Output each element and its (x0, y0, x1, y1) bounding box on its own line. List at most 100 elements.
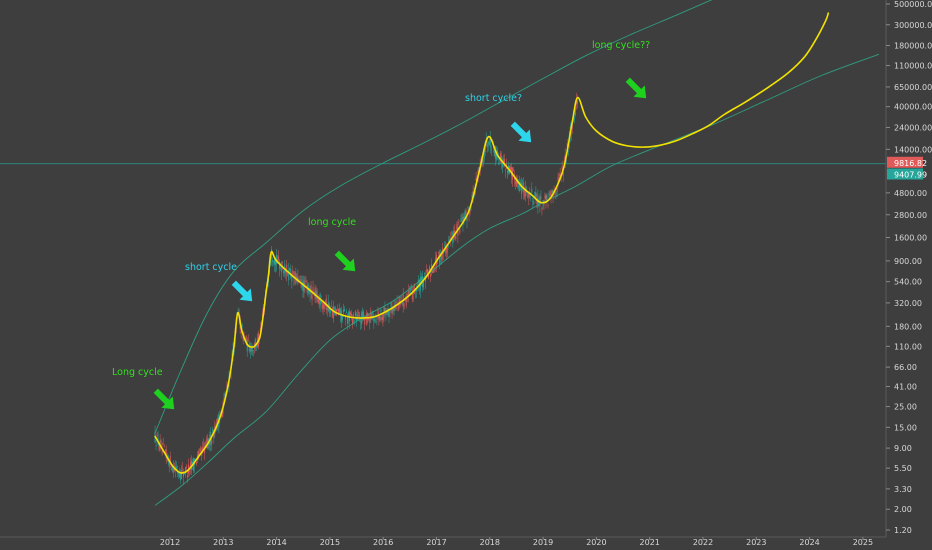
cycle-curve-layer (154, 12, 830, 474)
candle-body (576, 100, 578, 104)
candle-body (549, 191, 551, 193)
candle-body (299, 276, 301, 277)
candle-body (462, 216, 464, 225)
y-tick-label: 4800.00 (894, 189, 927, 198)
candle-body (396, 301, 398, 303)
candle-body (461, 217, 463, 219)
annotation-label: long cycle (308, 217, 356, 228)
candle-body (346, 316, 348, 324)
candle-body (369, 318, 371, 323)
candle-body (404, 299, 406, 302)
candle-body (532, 200, 534, 202)
y-axis: 500000.00 300000.00 180000.00 110000.00 6500… (885, 0, 932, 537)
candle-body (336, 309, 338, 311)
x-tick-label: 2021 (640, 538, 660, 547)
candle-body (573, 117, 575, 120)
candle-body (523, 182, 525, 192)
candle-body (292, 270, 294, 275)
candle-body (254, 338, 256, 349)
y-tick-label: 1.20 (894, 526, 912, 535)
candle-body (281, 262, 283, 273)
candle-body (542, 200, 544, 202)
candle-body (173, 468, 175, 471)
candle-body (429, 266, 431, 271)
candle-body (195, 458, 197, 460)
arrow-icon (231, 280, 253, 302)
arrow-icon (625, 77, 647, 99)
x-tick-label: 2012 (160, 538, 180, 547)
candle-body (286, 264, 288, 275)
candle-body (420, 276, 422, 281)
annotation-label: short cycle (185, 262, 237, 273)
candle-body (465, 210, 467, 214)
candle-body (423, 272, 425, 274)
candle-body (172, 465, 174, 474)
candle-body (558, 175, 560, 176)
annotation-label: Long cycle (112, 367, 163, 378)
candle-body (186, 475, 188, 478)
candle-body (528, 192, 530, 198)
candle-body (417, 279, 419, 283)
candle-body (502, 159, 504, 163)
candle-body (539, 196, 541, 206)
candle-body (355, 311, 357, 317)
y-tick-label: 2800.00 (894, 211, 927, 220)
candle-body (456, 224, 458, 230)
candle-body (381, 316, 383, 320)
candle-body (240, 332, 242, 334)
price-labels: 9816.82 9407.99 (887, 156, 927, 180)
candle-body (181, 468, 183, 469)
candle-body (345, 311, 347, 314)
candle-body (486, 144, 488, 148)
candle-body (483, 150, 485, 159)
candle-body (370, 310, 372, 320)
candle-body (302, 281, 304, 291)
arrow-shape (510, 121, 532, 143)
candle-body (565, 160, 567, 162)
candle-body (495, 150, 497, 160)
candle-body (250, 346, 252, 352)
candle-body (163, 446, 165, 448)
y-tick-label: 9.00 (894, 444, 912, 453)
candle-body (488, 141, 490, 146)
candle-body (289, 267, 291, 270)
candle-body (275, 258, 277, 265)
candle-body (184, 466, 186, 475)
x-tick-label: 2025 (853, 538, 873, 547)
candle-body (249, 348, 251, 352)
candle-body (515, 180, 517, 185)
candle-body (409, 288, 411, 292)
x-tick-label: 2014 (266, 538, 286, 547)
candle-body (313, 291, 315, 293)
candle-body (274, 258, 276, 265)
price-label-text: 9816.82 (894, 159, 927, 168)
x-tick-label: 2019 (533, 538, 553, 547)
candle-body (241, 325, 243, 327)
x-tick-label: 2024 (799, 538, 819, 547)
candle-body (339, 308, 341, 316)
candle-body (170, 469, 172, 470)
candle-body (341, 314, 343, 320)
candle-body (397, 304, 399, 311)
candle-body (168, 459, 170, 468)
candle-body (516, 178, 518, 187)
candle-body (343, 309, 345, 311)
candle-body (203, 444, 205, 446)
candle-body (331, 308, 333, 317)
y-tick-label: 110.00 (894, 342, 922, 351)
candle-body (489, 136, 491, 149)
candle-body (338, 307, 340, 314)
candle-body (504, 170, 506, 172)
candle-body (162, 443, 164, 445)
candle-body (555, 192, 557, 194)
candle-body (160, 441, 162, 442)
candle-body (554, 191, 556, 193)
candle-body (510, 167, 512, 171)
candle-body (358, 312, 360, 314)
candle-body (356, 317, 358, 322)
candle-body (531, 188, 533, 193)
candle-body (393, 305, 395, 311)
candle-body (196, 462, 198, 465)
candle-body (428, 273, 430, 279)
